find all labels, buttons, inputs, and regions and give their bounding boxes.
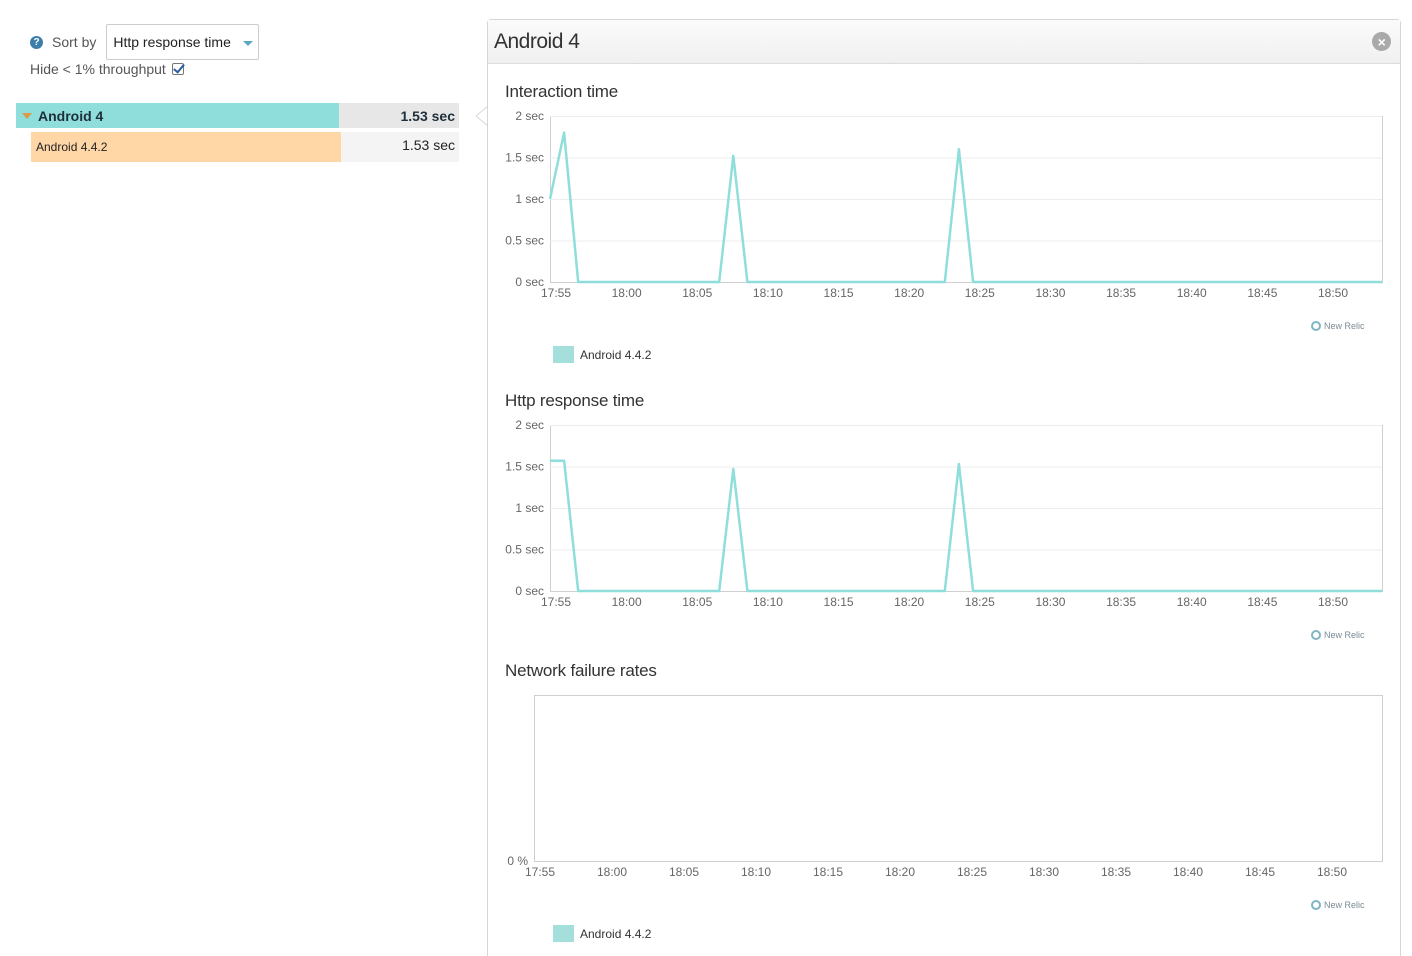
plot-area: [534, 695, 1383, 862]
series-line: [548, 131, 1382, 284]
y-tick-label: 1 sec: [515, 192, 544, 206]
x-tick-label: 18:10: [753, 595, 783, 609]
tree-group-row[interactable]: Android 4 1.53 sec: [16, 103, 459, 128]
legend-1: Android 4.4.2: [553, 346, 651, 363]
y-tick-label: 0.5 sec: [505, 543, 544, 557]
legend-swatch: [553, 925, 574, 942]
x-tick-label: 18:25: [965, 595, 995, 609]
x-tick-label: 18:35: [1106, 286, 1136, 300]
y-tick-label: 0 sec: [515, 584, 544, 598]
x-tick-label: 18:45: [1247, 286, 1277, 300]
watermark-3: New Relic: [1311, 900, 1365, 910]
x-tick-label: 18:15: [813, 865, 843, 879]
x-tick-label: 18:30: [1029, 865, 1059, 879]
chart-interaction-time: 0 sec 0.5 sec 1 sec 1.5 sec 2 sec 17:55 18:00 1…: [505, 109, 1383, 300]
panel-header: Android 4 ×: [488, 20, 1400, 64]
x-tick-label: 18:15: [824, 286, 854, 300]
y-tick-label: 0 sec: [515, 275, 544, 289]
y-tick-label: 2 sec: [515, 109, 544, 123]
x-tick-label: 18:35: [1101, 865, 1131, 879]
chart-title-interaction: Interaction time: [505, 82, 619, 101]
x-tick-label: 18:50: [1318, 595, 1348, 609]
sort-selected-value: Http response time: [113, 34, 231, 50]
sort-label: Sort by: [52, 34, 97, 50]
x-tick-label: 18:05: [682, 286, 712, 300]
left-panel: ? Sort by Http response time Hide < 1% t…: [0, 0, 470, 956]
tree-item-row[interactable]: Android 4.4.2 1.53 sec: [31, 132, 459, 162]
tree-item-value: 1.53 sec: [341, 132, 459, 162]
y-tick-label: 0.5 sec: [505, 234, 544, 248]
y-tick-label: 1 sec: [515, 501, 544, 515]
new-relic-logo-icon: [1311, 900, 1321, 910]
x-tick-label: 18:40: [1173, 865, 1203, 879]
sort-select[interactable]: Http response time: [106, 24, 260, 60]
watermark-1: New Relic: [1311, 321, 1365, 331]
x-tick-label: 18:00: [612, 595, 642, 609]
hide-checkbox[interactable]: [171, 63, 184, 75]
legend-swatch: [553, 346, 574, 363]
hide-low-throughput-toggle[interactable]: Hide < 1% throughput: [30, 61, 184, 77]
x-tick-label: 18:45: [1245, 865, 1275, 879]
watermark-2: New Relic: [1311, 630, 1365, 640]
x-tick-label: 17:55: [525, 865, 555, 879]
x-tick-label: 18:25: [965, 286, 995, 300]
legend-label: Android 4.4.2: [580, 926, 652, 941]
chevron-down-icon: [243, 41, 254, 46]
y-tick-label: 2 sec: [515, 418, 544, 432]
legend-label: Android 4.4.2: [580, 347, 652, 362]
tree-group-value: 1.53 sec: [339, 103, 459, 128]
x-tick-label: 18:05: [669, 865, 699, 879]
x-tick-label: 18:50: [1317, 865, 1347, 879]
y-tick-label: 0 %: [507, 854, 528, 868]
panel-title: Android 4: [494, 29, 580, 53]
close-icon[interactable]: ×: [1372, 32, 1391, 51]
x-tick-label: 17:55: [541, 286, 571, 300]
tree-item-label: Android 4.4.2: [31, 132, 341, 162]
x-tick-label: 18:40: [1177, 595, 1207, 609]
sort-controls: ? Sort by Http response time: [30, 24, 260, 60]
x-tick-label: 18:30: [1035, 286, 1065, 300]
x-tick-label: 18:20: [894, 595, 924, 609]
y-tick-label: 1.5 sec: [505, 151, 544, 165]
x-tick-label: 18:30: [1035, 595, 1065, 609]
x-tick-label: 18:45: [1247, 595, 1277, 609]
y-tick-label: 1.5 sec: [505, 460, 544, 474]
legend-3: Android 4.4.2: [553, 925, 651, 942]
x-tick-label: 18:20: [885, 865, 915, 879]
x-tick-label: 18:20: [894, 286, 924, 300]
help-icon[interactable]: ?: [30, 35, 43, 49]
detail-panel: Android 4 × Interaction time 0 sec 0.5 se…: [487, 19, 1401, 956]
x-tick-label: 18:00: [597, 865, 627, 879]
tree-group-name: Android 4: [16, 103, 339, 128]
x-tick-label: 18:00: [612, 286, 642, 300]
new-relic-logo-icon: [1311, 321, 1321, 331]
tree-group-label: Android 4: [38, 107, 104, 124]
x-tick-label: 18:15: [824, 595, 854, 609]
hide-label: Hide < 1% throughput: [30, 61, 166, 77]
x-tick-label: 18:40: [1177, 286, 1207, 300]
series-line: [550, 459, 1382, 593]
chart-network-failure: 0 %17:55 18:00 18:05 18:10 18:15 18:20 18:25 18…: [507, 695, 1383, 879]
x-tick-label: 18:10: [741, 865, 771, 879]
chart-title-network: Network failure rates: [505, 661, 657, 680]
x-tick-label: 17:55: [541, 595, 571, 609]
panel-pointer: [476, 106, 488, 126]
chart-title-http: Http response time: [505, 391, 645, 410]
new-relic-logo-icon: [1311, 630, 1321, 640]
caret-down-icon[interactable]: [22, 112, 32, 119]
x-tick-label: 18:10: [753, 286, 783, 300]
x-tick-label: 18:50: [1318, 286, 1348, 300]
x-tick-label: 18:05: [682, 595, 712, 609]
x-tick-label: 18:25: [957, 865, 987, 879]
chart-http-response-time: 0 sec 0.5 sec 1 sec 1.5 sec 2 sec 17:55 18:00 1…: [505, 418, 1383, 609]
x-tick-label: 18:35: [1106, 595, 1136, 609]
